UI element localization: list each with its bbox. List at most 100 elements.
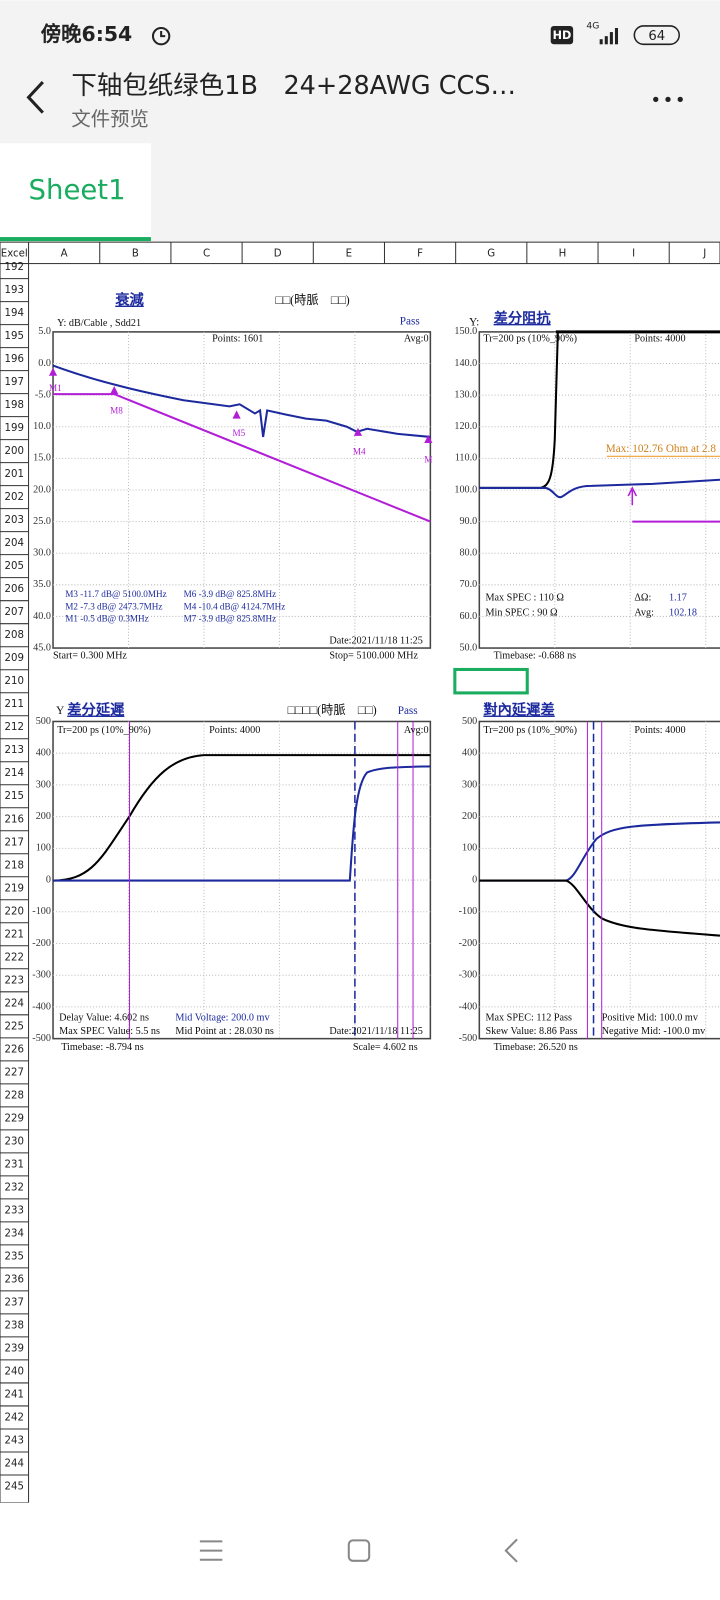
row-label: 238 <box>5 1320 24 1331</box>
hd-badge <box>550 25 574 45</box>
row-label: 202 <box>5 492 24 503</box>
selected-cell[interactable] <box>453 667 529 695</box>
row-label: 212 <box>5 722 24 733</box>
column-label: F <box>417 248 423 259</box>
chart-text: 102.18 <box>669 608 697 619</box>
row-label: 232 <box>5 1182 24 1193</box>
file-subtitle: 文件预览 <box>71 107 148 130</box>
chart-text: 1.17 <box>669 592 687 603</box>
more-button[interactable] <box>653 96 683 103</box>
y-tick-label: -200 <box>459 938 478 949</box>
chart-text: Timebase: -0.688 ns <box>494 651 577 662</box>
chart-text: Timebase: 26.520 ns <box>494 1042 578 1053</box>
row-label: 234 <box>5 1228 24 1239</box>
chart-text: Y <box>56 705 64 717</box>
chart-text: Mid Point at : 28.030 ns <box>175 1026 274 1037</box>
chart-text: Delay Value: 4.602 ns <box>59 1013 149 1024</box>
row-label: 215 <box>5 791 24 802</box>
sheet-tab[interactable] <box>0 143 151 243</box>
column-label: B <box>132 248 139 259</box>
y-tick-label: 50.0 <box>459 642 477 653</box>
row-label: 241 <box>5 1389 24 1400</box>
row-label: 231 <box>5 1159 24 1170</box>
y-tick-label: -400 <box>32 1001 51 1012</box>
hd-text: HD <box>553 29 572 42</box>
delay-curve-blue <box>53 765 431 882</box>
column-label: D <box>274 248 282 259</box>
chart-text: M5 <box>233 428 246 438</box>
y-tick-label: 120.0 <box>454 421 477 432</box>
impedance-arrow <box>627 486 638 506</box>
y-tick-label: 40.0 <box>33 611 51 622</box>
chart-text: Positive Mid: 100.0 mv <box>602 1013 699 1024</box>
row-label: 211 <box>5 699 24 710</box>
nav-back[interactable] <box>504 1538 518 1563</box>
marker-triangle <box>353 427 363 436</box>
chart-text: M6 -3.9 dB@ 825.8MHz <box>184 589 277 599</box>
chart-text: Date:2021/11/18 11:25 <box>329 635 422 646</box>
delay-markers <box>129 721 414 1039</box>
row-label: 225 <box>5 1021 24 1032</box>
chart-text: Avg: <box>634 608 654 619</box>
row-label: 226 <box>5 1044 24 1055</box>
row-label: 196 <box>5 354 24 365</box>
chart-text: Pass <box>398 705 418 717</box>
row-label: 217 <box>5 837 24 848</box>
nav-menu[interactable] <box>199 1540 223 1561</box>
marker-triangle <box>110 385 119 395</box>
header-bg <box>0 0 720 141</box>
alarm-icon <box>151 26 171 46</box>
y-tick-label: 500 <box>462 716 477 727</box>
chart-text: □□□□(時脈 □□) <box>288 703 377 717</box>
chart-text: Tr=200 ps (10%_90%) <box>57 725 151 736</box>
y-tick-label: 25.0 <box>33 516 51 527</box>
column-label: I <box>632 248 635 259</box>
row-label: 216 <box>5 814 24 825</box>
marker-triangle <box>48 367 58 376</box>
chart-text: Points: 4000 <box>634 333 685 344</box>
row-label: 194 <box>5 308 24 319</box>
chart-text: Y: <box>469 316 479 328</box>
chart-text: Max SPEC Value: 5.5 ns <box>59 1026 160 1037</box>
chart-text: □□(時脈 □□) <box>275 293 349 307</box>
row-label: 229 <box>5 1113 24 1124</box>
y-tick-label: 110.0 <box>455 453 478 464</box>
row-label: 220 <box>5 906 24 917</box>
y-tick-label: 10.0 <box>33 421 51 432</box>
column-label: C <box>203 248 210 259</box>
column-label: J <box>702 248 706 259</box>
attenuation-curve <box>52 364 431 438</box>
row-label: 210 <box>5 676 24 687</box>
marker-triangle <box>232 410 241 419</box>
row-label: 223 <box>5 975 24 986</box>
chart-text: Points: 1601 <box>212 333 263 344</box>
y-tick-label: 400 <box>462 748 477 759</box>
column-label: A <box>61 248 68 259</box>
y-tick-label: 500 <box>36 716 51 727</box>
y-tick-label: -300 <box>459 970 478 981</box>
back-button[interactable] <box>26 80 44 114</box>
column-label: H <box>559 248 567 259</box>
row-label: 201 <box>5 469 24 480</box>
row-label: 240 <box>5 1366 24 1377</box>
row-label: 193 <box>5 285 24 296</box>
chart-text: Tr=200 ps (10%_90%) <box>483 725 577 736</box>
row-label: 192 <box>5 262 24 273</box>
chart-text: Max: 102.76 Ohm at 2.8 <box>606 443 717 455</box>
chart-text: M7 -3.9 dB@ 825.8MHz <box>184 614 277 624</box>
y-tick-label: 0 <box>46 874 51 885</box>
nav-home[interactable] <box>347 1539 371 1562</box>
chart-text: M8 <box>110 406 123 416</box>
row-label: 199 <box>5 423 24 434</box>
y-tick-label: -500 <box>32 1033 51 1044</box>
row-label: 198 <box>5 400 24 411</box>
y-tick-label: -100 <box>32 906 51 917</box>
row-label: 207 <box>5 607 24 618</box>
y-tick-label: 200 <box>36 811 51 822</box>
row-label: 203 <box>5 515 24 526</box>
column-label: E <box>346 248 352 259</box>
nav-bar <box>0 1502 720 1600</box>
y-tick-label: 140.0 <box>454 358 477 369</box>
impedance-curve-blue <box>479 478 720 499</box>
y-tick-label: -500 <box>459 1033 478 1044</box>
